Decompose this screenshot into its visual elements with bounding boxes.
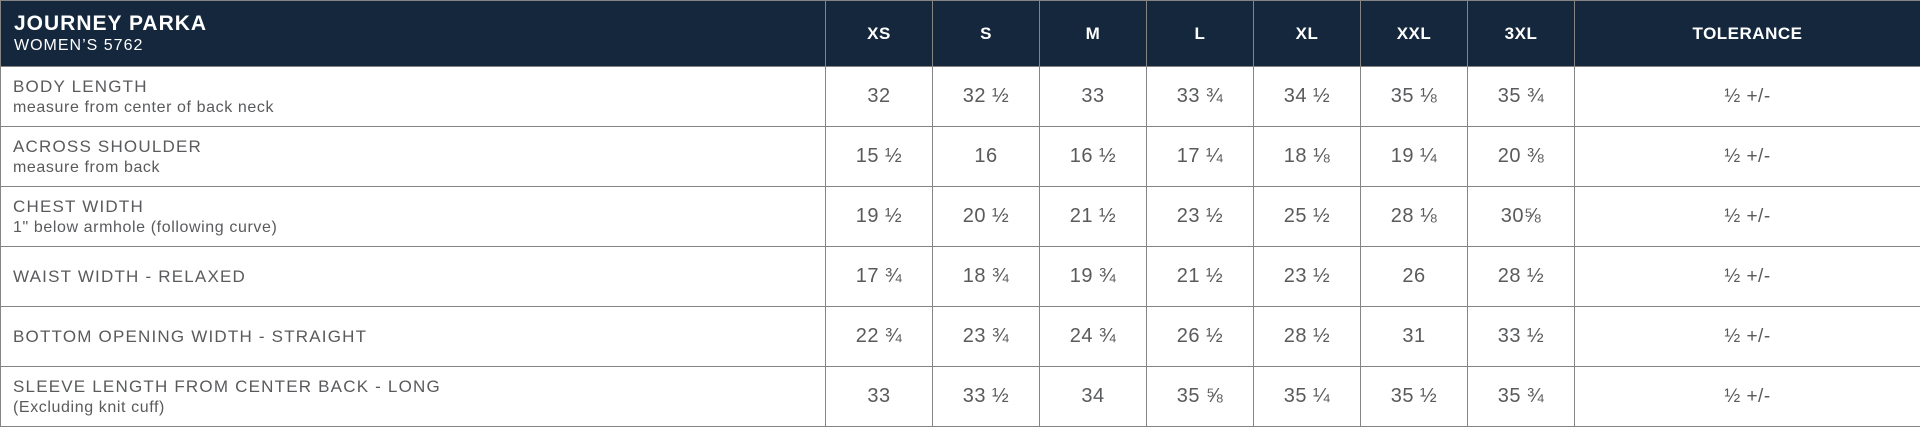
size-value-s: 16	[932, 126, 1040, 187]
size-column-header-xs: XS	[825, 0, 933, 67]
size-column-header-3xl: 3XL	[1467, 0, 1575, 67]
measurement-note: measure from center of back neck	[13, 98, 275, 116]
measurement-label-cell: WAIST WIDTH - RELAXED	[0, 246, 826, 307]
size-value-xl: 25 ½	[1253, 186, 1361, 247]
measurement-row-bottom-opening: BOTTOM OPENING WIDTH - STRAIGHT 22 ¾ 23 …	[0, 306, 1920, 367]
measurement-name: CHEST WIDTH	[13, 197, 144, 217]
size-value-3xl: 20 ⅜	[1467, 126, 1575, 187]
size-column-header-xxl: XXL	[1360, 0, 1468, 67]
size-value-3xl: 28 ½	[1467, 246, 1575, 307]
size-value-xxl: 35 ½	[1360, 366, 1468, 427]
tolerance-value: ½ +/-	[1574, 366, 1920, 427]
size-value-s: 32 ½	[932, 66, 1040, 127]
measurement-row-body-length: BODY LENGTH measure from center of back …	[0, 66, 1920, 127]
size-column-header-xl: XL	[1253, 0, 1361, 67]
size-value-xl: 28 ½	[1253, 306, 1361, 367]
tolerance-value: ½ +/-	[1574, 126, 1920, 187]
tolerance-value: ½ +/-	[1574, 246, 1920, 307]
tolerance-value: ½ +/-	[1574, 186, 1920, 247]
tolerance-value: ½ +/-	[1574, 306, 1920, 367]
product-name: JOURNEY PARKA	[14, 11, 208, 35]
measurement-row-sleeve-length: SLEEVE LENGTH FROM CENTER BACK - LONG (E…	[0, 366, 1920, 427]
measurement-name: ACROSS SHOULDER	[13, 137, 202, 157]
size-value-xs: 15 ½	[825, 126, 933, 187]
size-value-xs: 32	[825, 66, 933, 127]
header-row: JOURNEY PARKA WOMEN’S 5762 XS S M L XL X…	[0, 0, 1920, 67]
measurement-label-cell: BODY LENGTH measure from center of back …	[0, 66, 826, 127]
size-value-s: 23 ¾	[932, 306, 1040, 367]
product-style-number: WOMEN’S 5762	[14, 36, 144, 54]
size-value-s: 18 ¾	[932, 246, 1040, 307]
size-value-xxl: 26	[1360, 246, 1468, 307]
size-value-xl: 18 ⅛	[1253, 126, 1361, 187]
measurement-label-cell: CHEST WIDTH 1" below armhole (following …	[0, 186, 826, 247]
size-value-m: 21 ½	[1039, 186, 1147, 247]
measurement-name: WAIST WIDTH - RELAXED	[13, 266, 246, 286]
size-value-xs: 19 ½	[825, 186, 933, 247]
measurement-row-chest-width: CHEST WIDTH 1" below armhole (following …	[0, 186, 1920, 247]
measurement-note: 1" below armhole (following curve)	[13, 218, 278, 236]
size-value-xs: 33	[825, 366, 933, 427]
size-value-xl: 34 ½	[1253, 66, 1361, 127]
size-value-s: 33 ½	[932, 366, 1040, 427]
size-value-l: 35 ⅝	[1146, 366, 1254, 427]
size-value-3xl: 35 ¾	[1467, 366, 1575, 427]
size-column-header-s: S	[932, 0, 1040, 67]
size-value-l: 33 ¾	[1146, 66, 1254, 127]
tolerance-column-header: TOLERANCE	[1574, 0, 1920, 67]
product-header-cell: JOURNEY PARKA WOMEN’S 5762	[0, 0, 826, 67]
tolerance-value: ½ +/-	[1574, 66, 1920, 127]
size-column-header-m: M	[1039, 0, 1147, 67]
size-value-s: 20 ½	[932, 186, 1040, 247]
measurement-name: SLEEVE LENGTH FROM CENTER BACK - LONG	[13, 377, 441, 397]
size-value-l: 26 ½	[1146, 306, 1254, 367]
measurement-row-across-shoulder: ACROSS SHOULDER measure from back 15 ½ 1…	[0, 126, 1920, 187]
size-value-l: 23 ½	[1146, 186, 1254, 247]
size-value-xxl: 28 ⅛	[1360, 186, 1468, 247]
size-value-m: 34	[1039, 366, 1147, 427]
size-value-xs: 22 ¾	[825, 306, 933, 367]
measurement-name: BOTTOM OPENING WIDTH - STRAIGHT	[13, 326, 368, 346]
size-value-m: 19 ¾	[1039, 246, 1147, 307]
size-value-3xl: 30⅝	[1467, 186, 1575, 247]
size-value-xl: 35 ¼	[1253, 366, 1361, 427]
size-value-xs: 17 ¾	[825, 246, 933, 307]
size-value-xxl: 31	[1360, 306, 1468, 367]
size-value-l: 17 ¼	[1146, 126, 1254, 187]
size-column-header-l: L	[1146, 0, 1254, 67]
measurement-note: measure from back	[13, 158, 161, 176]
size-value-xxl: 35 ⅛	[1360, 66, 1468, 127]
measurement-label-cell: SLEEVE LENGTH FROM CENTER BACK - LONG (E…	[0, 366, 826, 427]
measurement-note: (Excluding knit cuff)	[13, 398, 165, 416]
measurement-row-waist-width: WAIST WIDTH - RELAXED 17 ¾ 18 ¾ 19 ¾ 21 …	[0, 246, 1920, 307]
size-value-xxl: 19 ¼	[1360, 126, 1468, 187]
measurement-name: BODY LENGTH	[13, 77, 148, 97]
size-value-m: 33	[1039, 66, 1147, 127]
size-value-m: 24 ¾	[1039, 306, 1147, 367]
size-value-3xl: 35 ¾	[1467, 66, 1575, 127]
size-value-xl: 23 ½	[1253, 246, 1361, 307]
size-value-3xl: 33 ½	[1467, 306, 1575, 367]
size-value-l: 21 ½	[1146, 246, 1254, 307]
measurement-label-cell: BOTTOM OPENING WIDTH - STRAIGHT	[0, 306, 826, 367]
measurement-label-cell: ACROSS SHOULDER measure from back	[0, 126, 826, 187]
size-value-m: 16 ½	[1039, 126, 1147, 187]
